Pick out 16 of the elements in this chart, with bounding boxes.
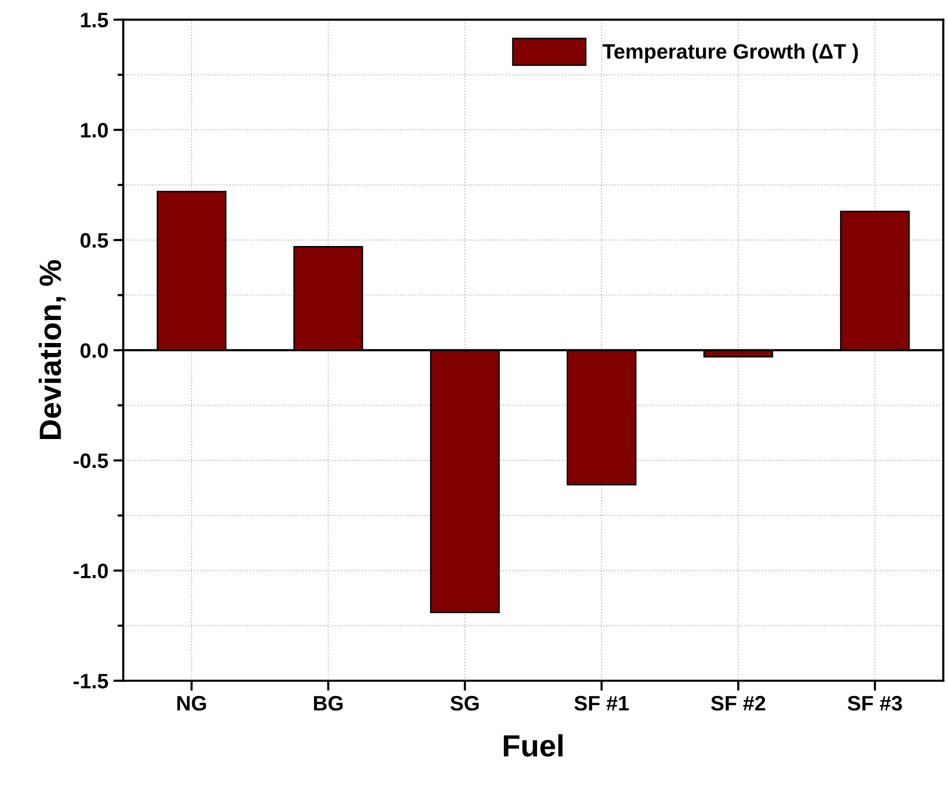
x-tick-label: SG xyxy=(450,696,479,711)
y-tick-label: -0.5 xyxy=(74,453,108,468)
x-tick-label: SF #3 xyxy=(848,696,902,711)
y-tick-label: -1.0 xyxy=(74,564,108,578)
x-axis-title: Fuel xyxy=(504,734,562,757)
y-tick-label: 1.5 xyxy=(81,12,108,28)
legend-label: Temperature Growth (ΔT ) xyxy=(602,44,858,63)
y-tick-label: -1.5 xyxy=(74,674,108,689)
y-axis-title: Deviation, % xyxy=(38,260,66,440)
x-tick-label: SF #1 xyxy=(574,696,629,711)
x-tick-label: SF #2 xyxy=(711,696,766,711)
x-tick-label: NG xyxy=(177,696,206,711)
x-tick-label: BG xyxy=(314,696,343,711)
y-tick-label: 1.0 xyxy=(81,122,108,138)
y-tick-label: 0.5 xyxy=(80,233,108,248)
y-tick-label: 0.0 xyxy=(80,343,108,358)
